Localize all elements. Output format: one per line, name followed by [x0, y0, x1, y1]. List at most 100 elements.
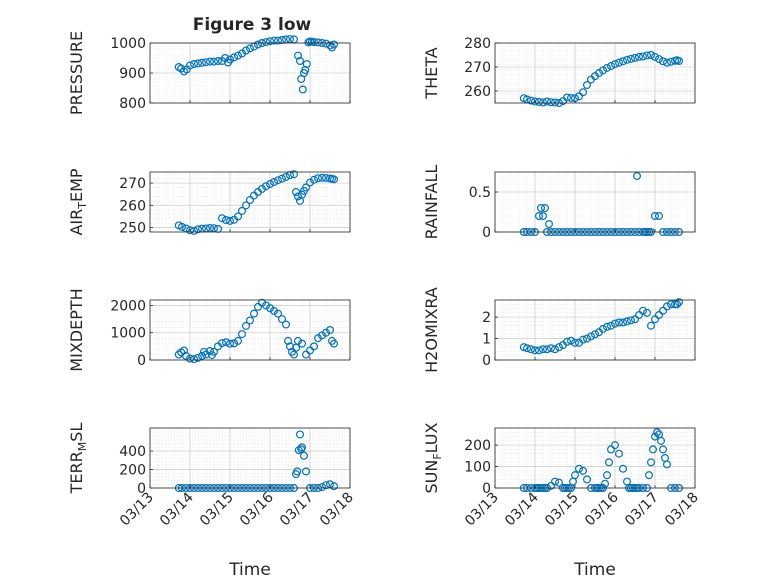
data-point [310, 342, 319, 351]
subplot-pressure: 800 900 1000 PRESSURE [67, 31, 351, 115]
x-tick-label: 03/16 [582, 489, 622, 529]
data-point [294, 51, 303, 60]
data-point [322, 481, 331, 490]
y-tick-label: 1000 [110, 36, 146, 52]
data-point [250, 309, 259, 318]
data-point [254, 40, 263, 49]
data-point [246, 196, 255, 205]
axes-frame [149, 299, 351, 361]
data-point [300, 451, 309, 460]
data-point [246, 316, 255, 325]
data-point [538, 212, 547, 221]
data-point [282, 172, 291, 181]
data-point [270, 178, 279, 187]
data-point [330, 339, 339, 348]
data-point [278, 315, 287, 324]
data-point [554, 343, 563, 352]
data-point [646, 321, 655, 330]
data-point [534, 346, 543, 355]
data-point [598, 324, 607, 333]
data-point [606, 62, 615, 71]
data-point [294, 192, 303, 201]
y-tick-label: 260 [464, 84, 491, 100]
figure-title: Figure 3 low [193, 15, 312, 35]
data-point [570, 471, 579, 480]
data-point [326, 41, 335, 50]
subplot-mixdepth: 0 1000 2000 MIXDEPTH [67, 288, 351, 372]
subplot-theta: 260 270 280 THETA [422, 36, 696, 107]
data-point [182, 351, 191, 360]
data-point [298, 443, 307, 452]
data-point [590, 330, 599, 339]
data-point [526, 96, 535, 105]
data-point [180, 346, 189, 355]
data-point [614, 318, 623, 327]
data-point [198, 351, 207, 360]
data-point [674, 298, 683, 307]
data-point [570, 338, 579, 347]
axes-frame [494, 42, 696, 104]
data-point [538, 345, 547, 354]
data-point [322, 39, 331, 48]
data-point [534, 212, 543, 221]
data-point [206, 347, 215, 356]
x-tick-label: 03/14 [502, 489, 542, 529]
data-point [302, 59, 311, 68]
data-point [186, 354, 195, 363]
data-point [566, 336, 575, 345]
data-point [662, 302, 671, 311]
subplot-h2omixra: 0 1 2 H2OMIXRA [422, 287, 696, 373]
y-tick-label: 0 [482, 353, 491, 369]
data-point [544, 220, 553, 229]
y-tick-label: 200 [464, 438, 491, 454]
data-point [634, 311, 643, 320]
plot-area [495, 172, 695, 232]
data-point [190, 355, 199, 364]
data-point [242, 46, 251, 55]
y-axis-label: MIXDEPTH [67, 288, 86, 371]
data-point [578, 88, 587, 97]
data-point [582, 334, 591, 343]
data-point [210, 347, 219, 356]
x-axis-label-right: Time [573, 560, 616, 580]
data-point [536, 204, 545, 213]
data-point [302, 350, 311, 359]
data-point [614, 58, 623, 67]
data-point [594, 68, 603, 77]
data-point [286, 35, 295, 44]
data-point [296, 56, 305, 65]
subplot-air_temp: 250 260 270 AIRTEMP [67, 168, 351, 237]
data-point [186, 226, 195, 235]
data-point [638, 306, 647, 315]
data-point [222, 216, 231, 225]
y-tick-label: 270 [119, 176, 146, 192]
data-point [658, 57, 667, 66]
data-point [242, 201, 251, 210]
data-point [562, 337, 571, 346]
axes-frame [149, 171, 351, 233]
data-point [626, 316, 635, 325]
data-point [258, 184, 267, 193]
y-tick-label: 250 [119, 221, 146, 237]
data-point [644, 471, 653, 480]
data-point [530, 97, 539, 106]
data-point [290, 35, 299, 44]
data-point [526, 345, 535, 354]
data-point [550, 98, 559, 107]
data-point [296, 430, 305, 439]
data-point [642, 51, 651, 60]
data-point [234, 212, 243, 221]
data-point [630, 315, 639, 324]
data-point [672, 300, 681, 309]
y-tick-label: 900 [119, 66, 146, 82]
data-point [522, 344, 531, 353]
data-point [246, 44, 255, 53]
data-point [610, 319, 619, 328]
data-point [610, 60, 619, 69]
x-tick-label: 03/17 [277, 490, 317, 530]
data-point [582, 475, 591, 484]
data-point [604, 458, 613, 467]
data-point [314, 334, 323, 343]
data-point [174, 350, 183, 359]
